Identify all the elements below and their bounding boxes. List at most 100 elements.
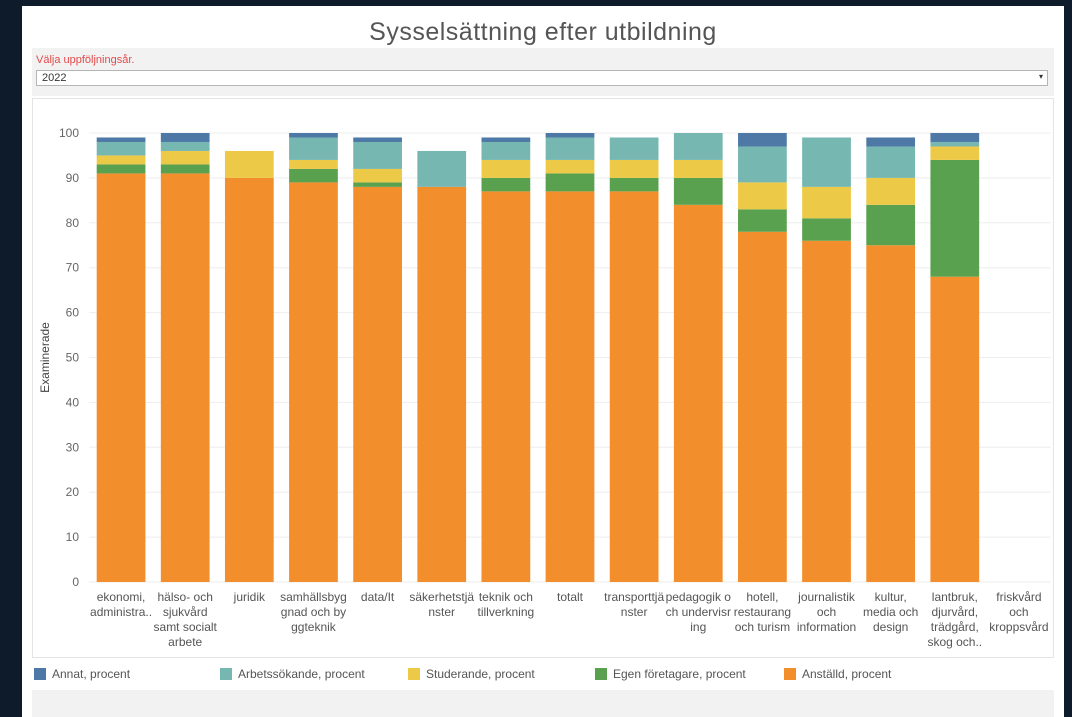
bar-segment xyxy=(545,137,595,160)
bar-segment xyxy=(930,141,980,147)
year-dropdown-value: 2022 xyxy=(42,72,67,84)
y-tick-label: 100 xyxy=(59,126,79,140)
bar-segment xyxy=(289,182,338,582)
y-axis-label: Examinerade xyxy=(38,322,52,393)
bar-segment xyxy=(481,141,531,160)
chevron-down-icon[interactable]: ▾ xyxy=(1038,72,1043,81)
bar-segment xyxy=(289,133,338,138)
bar-segment xyxy=(160,133,210,142)
y-tick-label: 30 xyxy=(66,440,80,454)
x-tick-label: samt socialt xyxy=(154,620,218,634)
bar-segment xyxy=(545,173,595,192)
y-tick-label: 80 xyxy=(66,216,80,230)
x-tick-label: tillverkning xyxy=(478,605,535,619)
y-tick-label: 60 xyxy=(66,306,80,320)
bar-segment xyxy=(673,159,723,178)
bar-segment xyxy=(738,146,787,183)
x-tick-label: säkerhetstjä xyxy=(409,590,474,604)
bar-segment xyxy=(866,177,916,205)
y-tick-label: 10 xyxy=(66,530,80,544)
bar-segment xyxy=(289,159,338,169)
x-tick-label: restaurang xyxy=(734,605,791,619)
bar-segment xyxy=(481,159,531,178)
x-tick-label: teknik och xyxy=(479,590,533,604)
bar-segment xyxy=(353,168,402,183)
legend-label-anstalld: Anställd, procent xyxy=(802,667,892,681)
bar-segment xyxy=(609,159,659,178)
x-tick-label: ch undervisr xyxy=(666,605,731,619)
legend-label-studerande: Studerande, procent xyxy=(426,667,535,681)
x-tick-label: kultur, xyxy=(875,590,907,604)
bar-segment xyxy=(481,191,531,582)
bar-segment xyxy=(802,240,851,582)
chart-panel: 0 10 20 30 40 50 60 70 80 90 100 Examinerade ekonomi… xyxy=(32,98,1054,658)
y-tick-label: 40 xyxy=(66,395,80,409)
filter-label: Välja uppföljningsår. xyxy=(36,54,135,66)
bar-segment xyxy=(545,159,595,174)
stacked-bar-chart: 0 10 20 30 40 50 60 70 80 90 100 Examinerade ekonomi… xyxy=(38,126,1051,649)
x-tick-label: friskvård xyxy=(996,590,1041,604)
bar-segment xyxy=(545,133,595,138)
bar-segment xyxy=(481,137,531,142)
x-tick-label: och xyxy=(817,605,836,619)
x-tick-label: hälso- och xyxy=(158,590,213,604)
bar-segment xyxy=(609,137,659,160)
legend-label-arbetssokande: Arbetssökande, procent xyxy=(238,667,365,681)
y-tick-label: 90 xyxy=(66,171,80,185)
bar-segment xyxy=(160,173,210,582)
bar-segment xyxy=(802,186,851,219)
legend-swatch-arbetssokande xyxy=(220,668,232,680)
bar-segment xyxy=(738,182,787,210)
legend-swatch-annat xyxy=(34,668,46,680)
bar-segment xyxy=(481,177,531,192)
bar-segment xyxy=(417,150,467,187)
x-tick-label: skog och.. xyxy=(927,635,982,649)
bar-segment xyxy=(224,177,274,582)
bar-segment xyxy=(96,155,146,165)
bar-segment xyxy=(673,204,723,582)
x-tick-label: arbete xyxy=(168,635,202,649)
x-tick-label: sjukvård xyxy=(163,605,208,619)
legend-label-egen-foretagare: Egen företagare, procent xyxy=(613,667,746,681)
bar-segment xyxy=(673,133,723,160)
bar-segment xyxy=(802,137,851,187)
bar-segment xyxy=(353,137,402,142)
legend: Annat, procent Arbetssökande, procent St… xyxy=(32,662,1054,692)
x-tick-label: transporttjä xyxy=(604,590,664,604)
bar-segment xyxy=(738,209,787,232)
bar-segment xyxy=(738,133,787,147)
bar-segment xyxy=(673,177,723,205)
y-tick-label: 70 xyxy=(66,261,80,275)
legend-swatch-egen-foretagare xyxy=(595,668,607,680)
x-tick-label: pedagogik o xyxy=(666,590,732,604)
bar-segment xyxy=(930,159,980,277)
y-tick-label: 20 xyxy=(66,485,80,499)
x-tick-label: trädgård, xyxy=(931,620,979,634)
x-tick-label: nster xyxy=(621,605,648,619)
bar-segment xyxy=(353,141,402,169)
x-tick-label: gnad och by xyxy=(281,605,346,619)
dashboard-frame: Sysselsättning efter utbildning Välja up… xyxy=(22,6,1064,717)
x-tick-label: totalt xyxy=(557,590,584,604)
year-dropdown[interactable]: 2022 ▾ xyxy=(36,70,1048,86)
bar-segment xyxy=(930,133,980,142)
page-title: Sysselsättning efter utbildning xyxy=(369,18,717,46)
footer-bar xyxy=(32,690,1054,717)
y-tick-label: 50 xyxy=(66,351,80,365)
bar-segment xyxy=(160,150,210,165)
x-tick-label: hotell, xyxy=(746,590,778,604)
bar-segment xyxy=(96,173,146,582)
filter-panel: Välja uppföljningsår. 2022 ▾ xyxy=(32,48,1054,96)
x-tick-label: och xyxy=(1009,605,1028,619)
bar-segment xyxy=(609,177,659,192)
bar-segment xyxy=(930,276,980,582)
bar-segment xyxy=(96,137,146,142)
x-tick-label: lantbruk, xyxy=(932,590,978,604)
x-tick-label: journalistik xyxy=(797,590,856,604)
x-tick-label: data/It xyxy=(361,590,395,604)
bar-segment xyxy=(417,186,467,582)
bar-segment xyxy=(866,137,916,147)
x-tick-label: information xyxy=(797,620,856,634)
x-tick-label: ing xyxy=(690,620,706,634)
bar-segment xyxy=(224,150,274,178)
